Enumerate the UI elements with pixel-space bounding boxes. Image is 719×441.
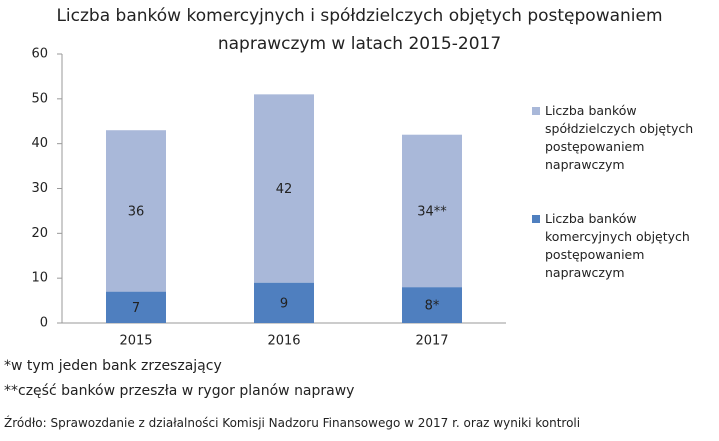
legend-swatch [532,215,540,223]
source: Źródło: Sprawozdanie z działalności Komi… [4,416,581,430]
legend-label: Liczba banków komercyjnych objętych post… [545,211,690,280]
y-tick-label: 10 [31,271,48,286]
bar-segment [402,134,462,288]
legend-swatch [532,107,540,115]
bar-segment [106,291,166,323]
y-tick-label: 20 [31,226,48,241]
bar-segment [254,94,314,283]
footnote: *w tym jeden bank zrzeszający [4,358,222,374]
legend-label: Liczba banków spółdzielczych objętych po… [545,103,694,172]
chart-title: Liczba banków komercyjnych i spółdzielcz… [56,6,663,54]
data-label: 9 [280,296,288,311]
y-tick-label: 30 [31,181,48,196]
data-label: 34** [417,204,447,219]
bar-segment [402,287,462,323]
y-tick-label: 50 [31,91,48,106]
x-tick-label: 2016 [267,334,300,349]
data-label: 7 [132,301,140,316]
y-tick-label: 60 [31,47,48,62]
data-label: 8* [425,299,440,314]
bar-segment [254,282,314,323]
data-label: 42 [276,182,293,197]
footnote: **część banków przeszła w rygor planów n… [4,383,355,399]
bar-segment [106,130,166,292]
y-tick-label: 0 [40,316,48,331]
x-tick-label: 2017 [415,334,448,349]
y-tick-label: 40 [31,136,48,151]
x-tick-label: 2015 [119,334,152,349]
data-label: 36 [128,204,145,219]
